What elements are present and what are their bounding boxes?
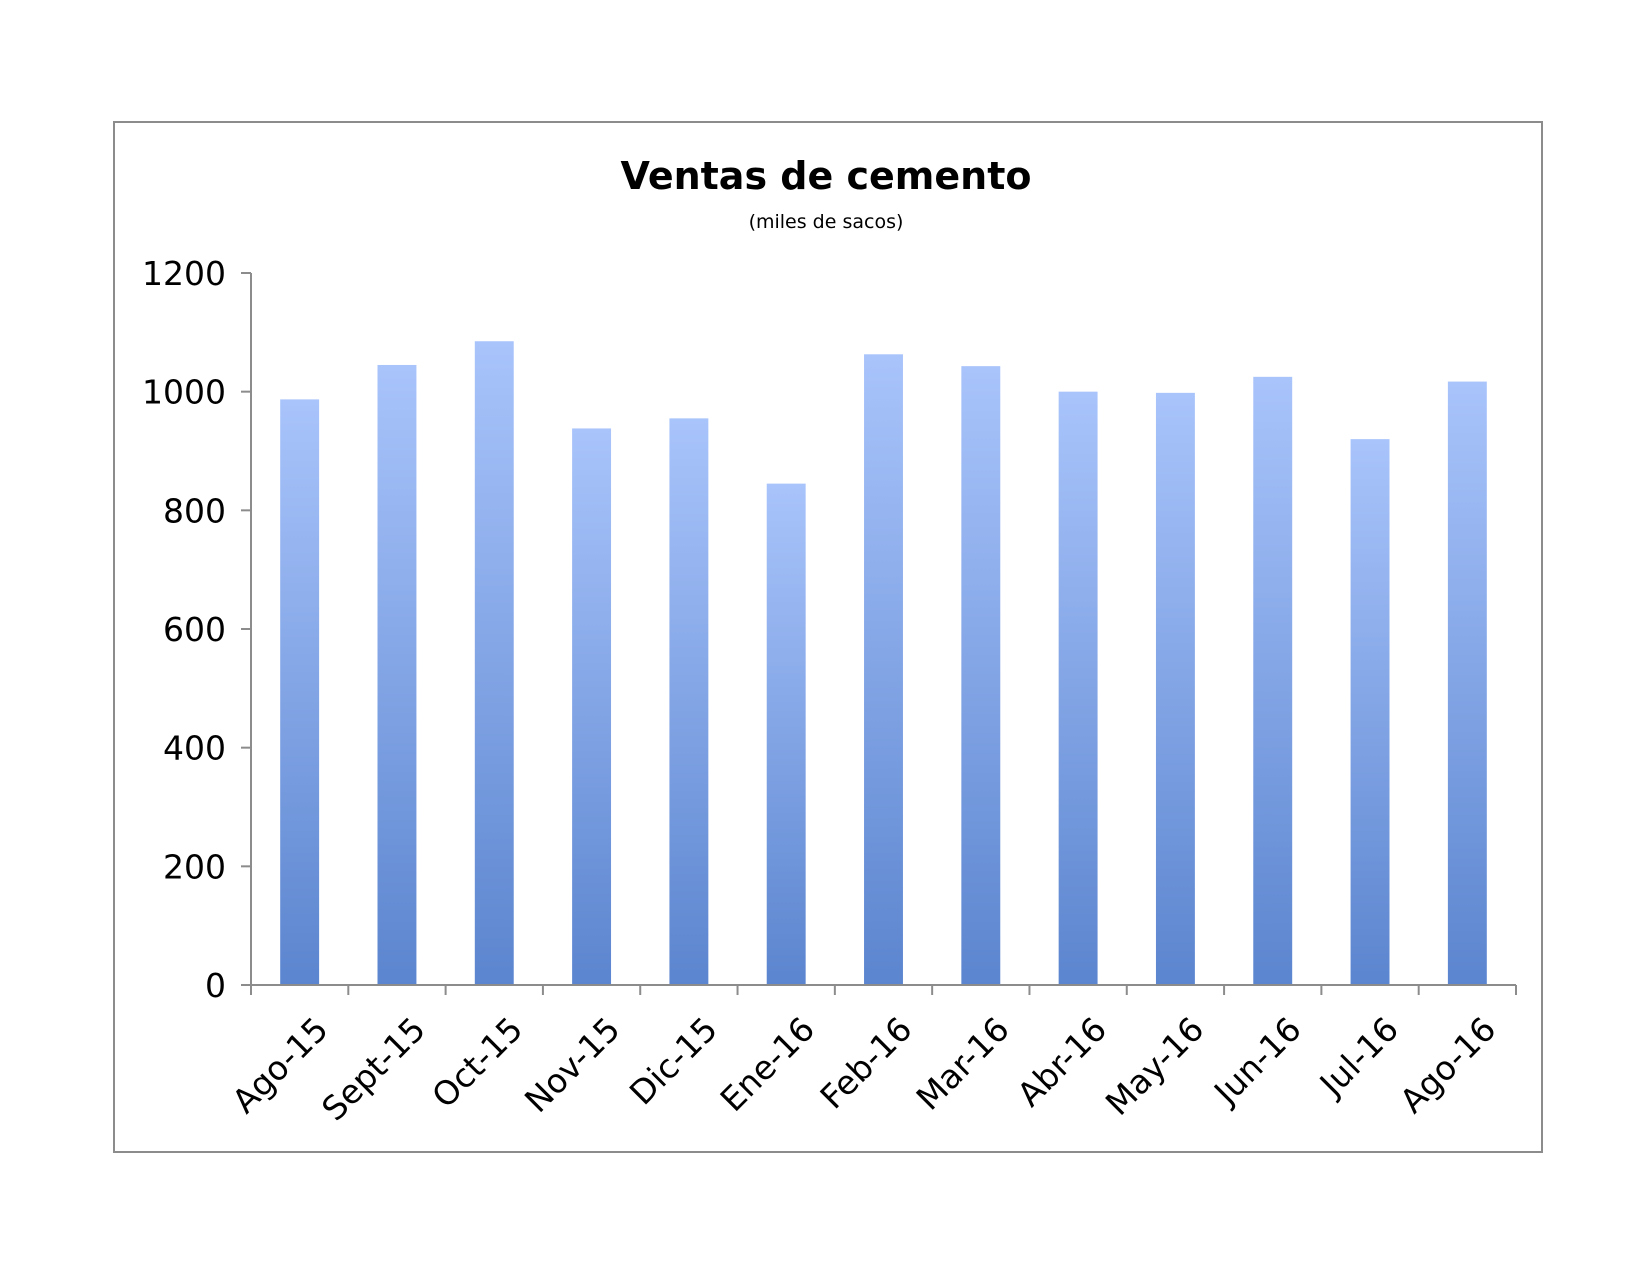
bar-May-16 [1155, 392, 1195, 985]
bar-Ago-15 [280, 399, 320, 985]
axes-group [241, 272, 1517, 995]
bar-Jun-16 [1253, 376, 1293, 985]
chart-title: Ventas de cemento [620, 154, 1031, 198]
bar-Abr-16 [1058, 391, 1098, 986]
bar-Feb-16 [864, 354, 903, 986]
x-tick-label: May-16 [1098, 1009, 1212, 1123]
x-tick-label: Mar-16 [909, 1009, 1017, 1117]
x-tick-label: Feb-16 [812, 1009, 919, 1116]
x-tick-label: Abr-16 [1010, 1009, 1115, 1114]
bar-Jul-16 [1350, 439, 1390, 986]
bar-Ene-16 [766, 483, 806, 985]
x-tick-label: Ene-16 [713, 1009, 823, 1119]
y-tick-label: 200 [163, 847, 226, 886]
y-tick-label: 800 [163, 491, 226, 530]
bars-group [280, 341, 1487, 986]
x-tick-label: Dic-15 [622, 1009, 725, 1112]
y-tick-label: 1200 [142, 254, 226, 293]
y-tick-label: 600 [163, 610, 226, 649]
x-tick-label: Jun-16 [1205, 1009, 1309, 1113]
x-tick-label: Oct-15 [424, 1009, 530, 1115]
x-tick-label: Ago-16 [1392, 1009, 1503, 1120]
y-tick-label: 0 [205, 966, 226, 1005]
bar-Mar-16 [961, 366, 1001, 985]
bar-Nov-15 [572, 428, 612, 985]
bar-Sept-15 [377, 364, 417, 985]
x-tick-label: Sept-15 [314, 1009, 433, 1128]
x-tick-label: Jul-16 [1311, 1009, 1406, 1104]
bar-Dic-15 [669, 418, 709, 985]
chart-frame [113, 121, 1543, 1153]
y-tick-label: 1000 [142, 373, 226, 412]
y-tick-label: 400 [163, 729, 226, 768]
x-tick-label: Nov-15 [517, 1009, 628, 1120]
x-tick-labels: Ago-15Sept-15Oct-15Nov-15Dic-15Ene-16Feb… [224, 1009, 1503, 1128]
chart-subtitle: (miles de sacos) [749, 211, 904, 233]
bar-Ago-16 [1447, 381, 1487, 986]
bar-Oct-15 [474, 341, 514, 985]
y-tick-labels: 0 200 400 600 800 1000 1200 [142, 254, 226, 1005]
